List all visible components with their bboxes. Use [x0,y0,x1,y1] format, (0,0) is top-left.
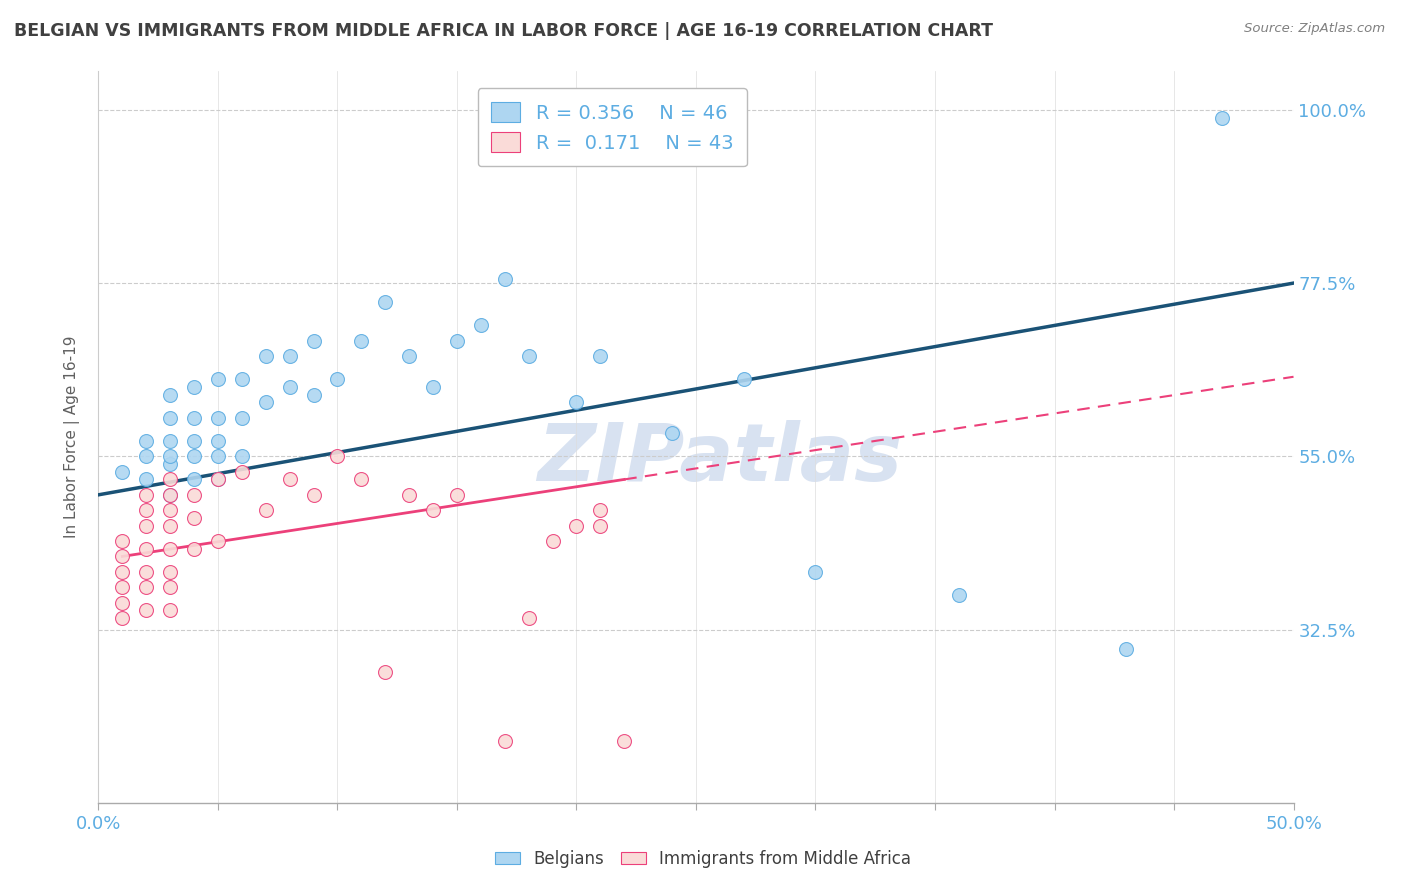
Point [948,588,970,602]
Point [278,472,301,486]
Point [302,388,325,402]
Point [661,426,683,441]
Point [183,450,205,464]
Text: ZIPatlas: ZIPatlas [537,420,903,498]
Point [135,434,157,448]
Point [159,518,181,533]
Point [494,272,516,286]
Point [111,611,134,625]
Point [183,472,205,486]
Point [159,410,181,425]
Point [159,434,181,448]
Point [302,488,325,502]
Point [183,380,205,394]
Point [111,465,134,479]
Point [159,503,181,517]
Point [470,318,492,333]
Point [183,541,205,556]
Point [350,472,373,486]
Point [494,734,516,748]
Point [374,295,396,310]
Point [159,450,181,464]
Point [374,665,396,679]
Point [326,450,349,464]
Point [398,488,420,502]
Point [589,503,612,517]
Point [254,349,277,363]
Point [207,372,229,386]
Point [135,518,157,533]
Point [446,334,468,348]
Point [517,349,540,363]
Point [183,488,205,502]
Point [207,472,229,486]
Point [613,734,636,748]
Point [135,565,157,579]
Point [111,565,134,579]
Point [541,534,564,549]
Point [422,503,444,517]
Point [589,518,612,533]
Point [302,334,325,348]
Point [517,611,540,625]
Point [159,541,181,556]
Point [159,565,181,579]
Point [589,349,612,363]
Point [254,503,277,517]
Point [159,472,181,486]
Legend: R = 0.356    N = 46, R =  0.171    N = 43: R = 0.356 N = 46, R = 0.171 N = 43 [478,88,747,167]
Point [231,450,253,464]
Point [135,580,157,594]
Point [111,549,134,564]
Point [207,410,229,425]
Point [159,603,181,617]
Point [254,395,277,409]
Point [135,541,157,556]
Point [565,395,588,409]
Y-axis label: In Labor Force | Age 16-19: In Labor Force | Age 16-19 [63,335,80,539]
Point [135,503,157,517]
Point [135,450,157,464]
Point [1115,641,1137,656]
Point [422,380,444,394]
Point [135,472,157,486]
Point [159,488,181,502]
Point [111,534,134,549]
Point [207,450,229,464]
Point [183,511,205,525]
Point [733,372,755,386]
Point [231,465,253,479]
Point [207,434,229,448]
Point [804,565,827,579]
Point [135,603,157,617]
Point [159,457,181,471]
Point [183,410,205,425]
Text: Source: ZipAtlas.com: Source: ZipAtlas.com [1244,22,1385,36]
Point [159,580,181,594]
Point [398,349,420,363]
Point [207,472,229,486]
Point [350,334,373,348]
Point [111,580,134,594]
Point [231,410,253,425]
Point [231,372,253,386]
Point [446,488,468,502]
Point [1211,111,1233,125]
Point [135,488,157,502]
Point [565,518,588,533]
Point [159,488,181,502]
Point [326,372,349,386]
Point [159,388,181,402]
Point [278,380,301,394]
Point [183,434,205,448]
Point [278,349,301,363]
Point [207,534,229,549]
Text: BELGIAN VS IMMIGRANTS FROM MIDDLE AFRICA IN LABOR FORCE | AGE 16-19 CORRELATION : BELGIAN VS IMMIGRANTS FROM MIDDLE AFRICA… [14,22,993,40]
Legend: Belgians, Immigrants from Middle Africa: Belgians, Immigrants from Middle Africa [488,844,918,875]
Point [111,596,134,610]
